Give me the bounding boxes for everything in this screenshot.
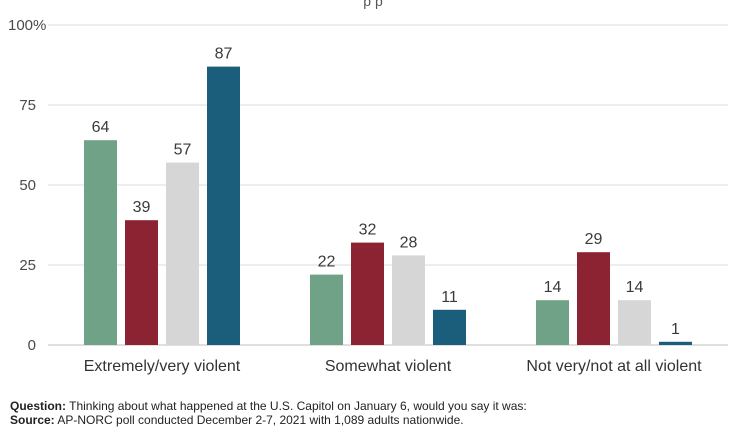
footnote-source-text: AP-NORC poll conducted December 2-7, 202… [54,413,464,427]
data-label: 64 [92,119,110,136]
bar [392,255,425,345]
data-label: 14 [544,279,562,296]
footnote-question-label: Question: [10,399,66,413]
data-label: 57 [174,142,192,159]
footnote-source-label: Source: [10,413,55,427]
chart-title-fragment: p p [363,0,383,9]
data-label: 39 [133,199,151,216]
bar [166,162,199,345]
bar [125,220,158,345]
x-category-label: Extremely/very violent [84,358,241,375]
y-tick-label: 75 [19,97,36,114]
bar [351,242,384,345]
y-tick-label: 50 [19,177,36,194]
y-tick-label: 100% [8,17,46,34]
bar [84,140,117,345]
data-label: 87 [215,46,233,63]
footnote-question-text: Thinking about what happened at the U.S.… [66,399,527,413]
footnote-source: Source: AP-NORC poll conducted December … [10,413,464,427]
bar-chart: p p 0 25 50 75 100% 64 39 57 87 Extremely/very vio… [8,0,728,375]
bar [618,300,651,345]
data-label: 1 [671,321,680,338]
footnote-question: Question: Thinking about what happened a… [10,399,527,413]
data-label: 32 [359,222,377,239]
x-category-label: Somewhat violent [325,358,452,375]
data-label: 11 [441,289,458,306]
x-category-label: Not very/not at all violent [526,358,702,375]
y-tick-label: 25 [19,257,36,274]
bar [659,341,692,345]
data-label: 22 [318,254,336,271]
bar [577,252,610,345]
bar [310,274,343,345]
data-label: 29 [585,231,603,248]
data-label: 28 [400,234,418,251]
data-label: 14 [626,279,644,296]
bar [536,300,569,345]
bar [433,309,466,345]
y-tick-label: 0 [28,337,36,354]
bar [207,66,240,345]
